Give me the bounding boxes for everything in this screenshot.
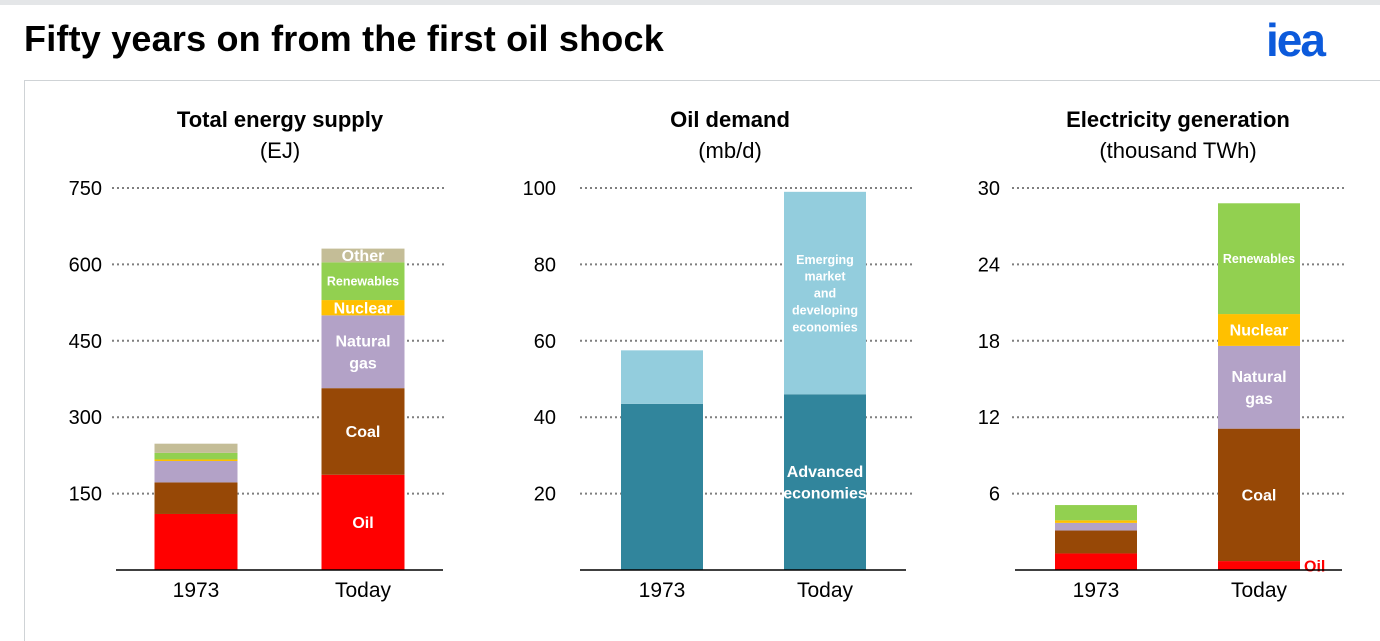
segment-label-other: Other: [342, 248, 385, 265]
y-tick-label: 100: [523, 178, 556, 200]
x-tick-label: Today: [335, 579, 392, 602]
page-title: Fifty years on from the first oil shock: [24, 18, 664, 59]
segment-label-renewables: Renewables: [327, 275, 399, 289]
chart-subtitle: (thousand TWh): [1099, 138, 1256, 163]
segment-label-renewables: Renewables: [1223, 252, 1295, 266]
segment-label-nuclear: Nuclear: [334, 300, 393, 317]
segment-label-oil: Oil: [352, 515, 373, 532]
bar-nuclear-today: [321, 300, 405, 316]
segment-label-nuclear: Nuclear: [1230, 323, 1289, 340]
y-tick-label: 600: [69, 254, 102, 276]
bar-oil-1973: [1055, 553, 1137, 570]
segment-label-coal: Coal: [1242, 488, 1277, 505]
bar-natural-gas-today: [1218, 345, 1300, 429]
segment-label-advanced-economies: economies: [783, 486, 867, 503]
chart-oil-demand: Oil demand (mb/d) 20 40 60 80 100 1973 Advanced e…: [523, 107, 912, 602]
bar-advanced-economies-today: [784, 394, 866, 570]
bar-nuclear-today: [1218, 314, 1300, 346]
chart-title: Electricity generation: [1066, 107, 1290, 132]
bar-oil-1973: [154, 513, 238, 570]
y-tick-label: 80: [534, 254, 556, 276]
x-tick-label: Today: [797, 579, 854, 602]
bar-emerging-market-and-developing-economies-1973: [621, 350, 703, 404]
chart-subtitle: (mb/d): [698, 138, 762, 163]
chart-title: Oil demand: [670, 107, 790, 132]
bar-renewables-1973: [1055, 505, 1137, 521]
bar-other-1973: [154, 443, 238, 453]
segment-label-emerging-market-and-developing-economies: economies: [792, 320, 857, 334]
segment-label-emerging-market-and-developing-economies: market: [805, 270, 847, 284]
iea-logo: iea: [1266, 14, 1326, 66]
segment-label-coal: Coal: [346, 424, 381, 441]
bar-coal-1973: [154, 482, 238, 514]
bar-renewables-today: [1218, 203, 1300, 315]
segment-label-emerging-market-and-developing-economies: developing: [792, 303, 858, 317]
y-tick-label: 300: [69, 407, 102, 429]
segment-label-natural-gas: gas: [1245, 391, 1273, 408]
y-tick-label: 20: [534, 484, 556, 506]
bar-natural-gas-1973: [154, 461, 238, 483]
bar-coal-1973: [1055, 530, 1137, 554]
bar-renewables-1973: [154, 452, 238, 460]
chart-total-energy-supply: Total energy supply (EJ) 150 300 450 600 750 19…: [69, 107, 446, 602]
y-tick-label: 12: [978, 407, 1000, 429]
segment-label-natural-gas: Natural: [335, 334, 390, 351]
bar-nuclear-1973: [154, 459, 238, 462]
chart-electricity-generation: Electricity generation (thousand TWh) 6 12 1…: [978, 107, 1345, 602]
bar-natural-gas-today: [321, 315, 405, 389]
bar-advanced-economies-1973: [621, 403, 703, 570]
top-accent-line: [0, 0, 1380, 5]
segment-label-oil: Oil: [1304, 559, 1325, 576]
y-tick-label: 6: [989, 484, 1000, 506]
bar-renewables-today: [321, 262, 405, 301]
x-tick-label: 1973: [173, 579, 220, 602]
x-tick-label: 1973: [1073, 579, 1120, 602]
y-tick-label: 30: [978, 178, 1000, 200]
y-tick-label: 450: [69, 331, 102, 353]
bar-nuclear-1973: [1055, 520, 1137, 523]
segment-label-natural-gas: Natural: [1231, 369, 1286, 386]
bar-emerging-market-and-developing-economies-today: [784, 191, 866, 395]
y-tick-label: 40: [534, 407, 556, 429]
chart-title: Total energy supply: [177, 107, 384, 132]
segment-label-advanced-economies: Advanced: [787, 464, 863, 481]
x-tick-label: Today: [1231, 579, 1288, 602]
y-tick-label: 24: [978, 254, 1000, 276]
bar-other-today: [321, 248, 405, 263]
bar-coal-today: [1218, 428, 1300, 562]
bar-coal-today: [321, 388, 405, 475]
x-tick-label: 1973: [639, 579, 686, 602]
segment-label-emerging-market-and-developing-economies: Emerging: [796, 253, 854, 267]
y-tick-label: 150: [69, 484, 102, 506]
y-tick-label: 60: [534, 331, 556, 353]
bar-natural-gas-1973: [1055, 522, 1137, 531]
y-tick-label: 750: [69, 178, 102, 200]
bar-oil-today: [321, 474, 405, 570]
y-tick-label: 18: [978, 331, 1000, 353]
segment-label-natural-gas: gas: [349, 355, 377, 372]
segment-label-emerging-market-and-developing-economies: and: [814, 287, 836, 301]
bar-oil-today: [1218, 561, 1300, 570]
chart-panel-frame: [24, 80, 1380, 641]
chart-subtitle: (EJ): [260, 138, 300, 163]
